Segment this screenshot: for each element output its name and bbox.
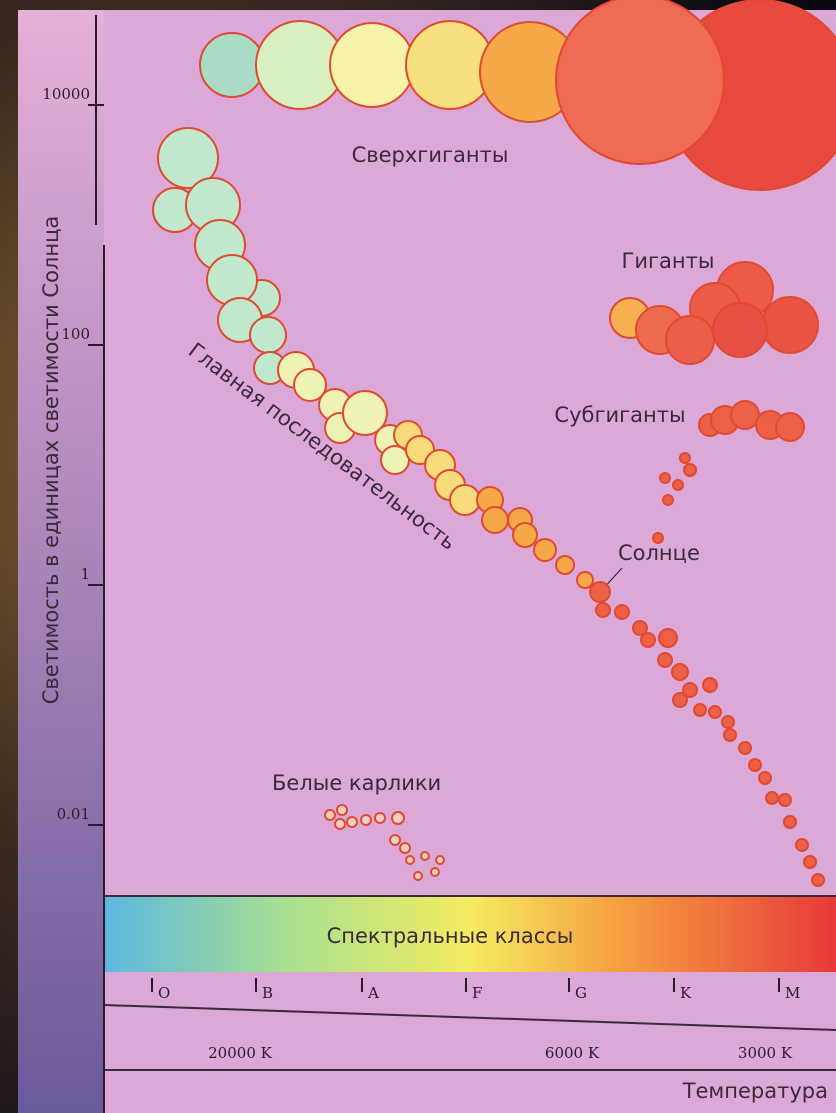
star xyxy=(595,602,611,618)
star xyxy=(765,791,779,805)
star xyxy=(708,705,722,719)
star xyxy=(293,368,327,402)
star xyxy=(632,620,648,636)
region-label: Субгиганты xyxy=(554,403,685,427)
star xyxy=(672,692,688,708)
axis-title: Светимость в единицах светимости Солнца xyxy=(39,216,63,705)
star xyxy=(803,855,817,869)
star xyxy=(723,728,737,742)
star xyxy=(435,855,445,865)
star xyxy=(206,254,258,306)
temperature-area xyxy=(104,972,836,1113)
star xyxy=(413,871,423,881)
star xyxy=(380,445,410,475)
y-tick-label: 10000 xyxy=(42,85,90,103)
y-tick-label: 1 xyxy=(80,565,90,583)
class-label: G xyxy=(575,984,587,1002)
star xyxy=(665,315,715,365)
star xyxy=(449,484,481,516)
star xyxy=(659,472,671,484)
divider xyxy=(103,1004,836,1031)
band-title: Спектральные классы xyxy=(327,924,574,948)
star xyxy=(512,522,538,548)
star xyxy=(334,818,346,830)
axis-strip xyxy=(18,10,104,1113)
class-label: O xyxy=(158,984,170,1002)
star xyxy=(671,663,689,681)
star xyxy=(748,758,762,772)
star xyxy=(738,741,752,755)
star xyxy=(555,555,575,575)
star xyxy=(783,815,797,829)
stars xyxy=(152,0,836,887)
star xyxy=(683,463,697,477)
temperature-label: 6000 K xyxy=(545,1044,600,1062)
star xyxy=(811,873,825,887)
star xyxy=(652,532,664,544)
star xyxy=(430,867,440,877)
region-label: Солнце xyxy=(618,541,700,565)
star xyxy=(712,302,768,358)
star xyxy=(693,703,707,717)
star xyxy=(199,32,265,98)
star xyxy=(679,452,691,464)
spectrum-band xyxy=(104,896,836,972)
star xyxy=(758,771,772,785)
region-label: Гиганты xyxy=(622,249,715,273)
star xyxy=(342,390,388,436)
star xyxy=(658,628,678,648)
star xyxy=(795,838,809,852)
star xyxy=(481,506,509,534)
star xyxy=(672,479,684,491)
star xyxy=(324,809,336,821)
star xyxy=(614,604,630,620)
star xyxy=(657,652,673,668)
star xyxy=(775,412,805,442)
temperature-label: 20000 K xyxy=(208,1044,272,1062)
star xyxy=(555,0,725,165)
temperature-label: 3000 K xyxy=(738,1044,793,1062)
class-label: M xyxy=(785,984,800,1002)
star xyxy=(576,571,594,589)
star xyxy=(360,814,372,826)
star xyxy=(374,812,386,824)
star xyxy=(761,296,819,354)
star xyxy=(389,834,401,846)
star xyxy=(640,632,656,648)
star xyxy=(702,677,718,693)
y-tick-label: 0.01 xyxy=(57,805,90,823)
star xyxy=(249,316,287,354)
star xyxy=(157,127,219,189)
region-label: Сверхгиганты xyxy=(352,143,509,167)
star xyxy=(682,682,698,698)
class-label: F xyxy=(472,984,482,1002)
star xyxy=(405,855,415,865)
class-label: B xyxy=(262,984,273,1002)
star xyxy=(662,494,674,506)
star xyxy=(778,793,792,807)
y-tick-label: 100 xyxy=(61,325,90,343)
star xyxy=(533,538,557,562)
star xyxy=(399,842,411,854)
star xyxy=(346,816,358,828)
temperature-title: Температура xyxy=(682,1079,828,1103)
star xyxy=(329,22,415,108)
class-label: A xyxy=(367,984,379,1002)
star xyxy=(420,851,430,861)
class-label: K xyxy=(680,984,692,1002)
star xyxy=(730,400,760,430)
star xyxy=(391,811,405,825)
region-label: Белые карлики xyxy=(272,771,441,795)
star xyxy=(589,581,611,603)
star xyxy=(721,715,735,729)
star xyxy=(336,804,348,816)
